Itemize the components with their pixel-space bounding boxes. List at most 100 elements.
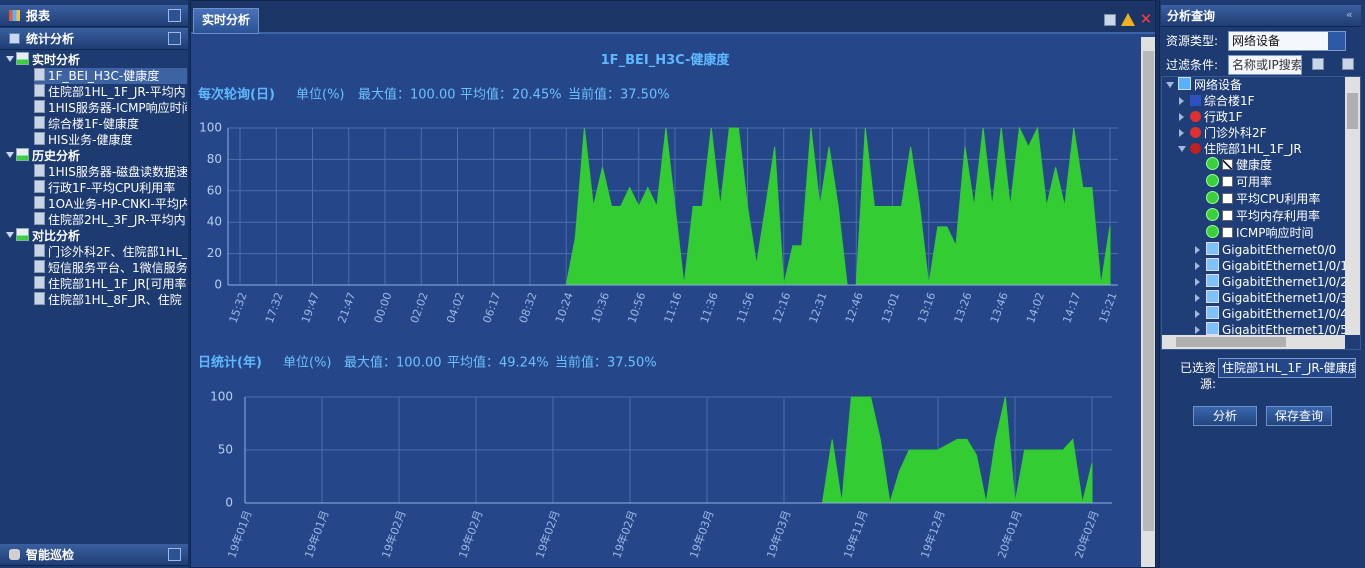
- metric-node[interactable]: ICMP响应时间: [1206, 225, 1346, 241]
- tree-toggle[interactable]: [1195, 262, 1200, 270]
- stats-icon: [9, 33, 20, 44]
- tab[interactable]: 实时分析: [193, 8, 259, 34]
- metric-node[interactable]: 可用率: [1206, 174, 1346, 190]
- collapse-button[interactable]: «: [1346, 8, 1353, 21]
- search-icon[interactable]: [1312, 58, 1324, 70]
- tree-item[interactable]: 行政1F-平均CPU利用率: [34, 180, 187, 196]
- tree-toggle[interactable]: [1195, 310, 1200, 318]
- tree-toggle[interactable]: [6, 56, 14, 62]
- export-icon[interactable]: [1104, 14, 1116, 26]
- stat: 平均值：20.45%: [460, 87, 562, 103]
- item-icon: [34, 180, 45, 193]
- save-query-button[interactable]: 保存查询: [1266, 406, 1332, 426]
- tree-item[interactable]: 综合楼1F-健康度: [34, 116, 187, 132]
- tree-toggle[interactable]: [1195, 294, 1200, 302]
- select-arrow[interactable]: [1328, 32, 1345, 50]
- scroll-thumb[interactable]: [1143, 51, 1154, 531]
- tree-toggle[interactable]: [6, 232, 14, 238]
- inspection-title: 智能巡检: [26, 548, 75, 562]
- report-tree: 实时分析 1F_BEI_H3C-健康度 住院部1HL_1F_JR-平均内 1HIS服务…: [0, 50, 188, 540]
- x-tick-label: 06:17: [480, 291, 503, 325]
- x-tick-label: 10:36: [589, 291, 612, 325]
- x-tick-label: 19年01月: [224, 508, 254, 560]
- filter-input[interactable]: 名称或IP搜索: [1228, 55, 1302, 75]
- tree-toggle[interactable]: [1178, 146, 1186, 152]
- checkbox: [1222, 210, 1233, 221]
- tree-group[interactable]: 历史分析: [16, 148, 186, 164]
- node-icon: [1206, 258, 1219, 271]
- tree-item[interactable]: 1F_BEI_H3C-健康度: [34, 68, 187, 84]
- tree-group[interactable]: 实时分析: [16, 52, 186, 68]
- resource-type-select[interactable]: 网络设备: [1228, 31, 1346, 51]
- group-icon: [16, 52, 29, 65]
- selected-resource: 住院部1HL_1F_JR-健康度: [1218, 358, 1356, 378]
- tree-item[interactable]: 住院部1HL_1F_JR[可用率: [34, 276, 187, 292]
- node-icon: [1190, 95, 1201, 106]
- tree-toggle[interactable]: [1166, 82, 1174, 88]
- x-tick-label: 21:47: [335, 291, 358, 325]
- tree-node[interactable]: GigabitEthernet0/0: [1206, 242, 1346, 258]
- item-label: 1HIS服务器-ICMP响应时间: [48, 101, 187, 115]
- item-icon: [34, 116, 45, 129]
- tree-item[interactable]: 短信服务平台、1微信服务: [34, 260, 187, 276]
- tree-toggle[interactable]: [1195, 326, 1200, 334]
- status-icon: [1206, 174, 1219, 187]
- metric-node[interactable]: 平均内存利用率: [1206, 208, 1346, 224]
- tree-item[interactable]: 住院部2HL_3F_JR-平均内: [34, 212, 187, 228]
- collapse-button[interactable]: [168, 32, 181, 45]
- expand-button[interactable]: [168, 548, 181, 561]
- report-header[interactable]: 报表: [0, 5, 188, 27]
- tree-vscroll[interactable]: [1345, 77, 1360, 335]
- tree-group[interactable]: 对比分析: [16, 228, 186, 244]
- metric-label: 可用率: [1236, 175, 1273, 189]
- tree-toggle[interactable]: [1179, 97, 1184, 105]
- tree-toggle[interactable]: [1179, 129, 1184, 137]
- tree-node[interactable]: 网络设备: [1178, 77, 1346, 93]
- tree-item[interactable]: 1HIS服务器-ICMP响应时间: [34, 100, 187, 116]
- tree-node[interactable]: 住院部1HL_1F_JR: [1190, 141, 1346, 157]
- inspection-header[interactable]: 智能巡检: [0, 544, 188, 566]
- series-title: 日统计(年): [198, 355, 262, 371]
- list-icon[interactable]: [1342, 58, 1354, 70]
- tree-item[interactable]: 1OA业务-HP-CNKI-平均内: [34, 196, 187, 212]
- tree-hscroll-thumb[interactable]: [1176, 337, 1286, 347]
- tree-item[interactable]: HIS业务-健康度: [34, 132, 187, 148]
- metric-node[interactable]: 平均CPU利用率: [1206, 191, 1346, 207]
- tree-toggle[interactable]: [1195, 246, 1200, 254]
- node-label: 综合楼1F: [1204, 94, 1255, 108]
- tree-item[interactable]: 住院部1HL_1F_JR-平均内: [34, 84, 187, 100]
- close-icon[interactable]: ✕: [1139, 11, 1153, 27]
- y-tick-label: 100: [199, 121, 222, 135]
- y-tick-label: 40: [207, 215, 222, 229]
- x-tick-label: 02:02: [408, 291, 431, 325]
- tree-node[interactable]: GigabitEthernet1/0/2: [1206, 274, 1346, 290]
- tree-vscroll-thumb[interactable]: [1347, 93, 1358, 129]
- tree-node[interactable]: 综合楼1F: [1190, 93, 1346, 109]
- item-label: 短信服务平台、1微信服务: [48, 261, 187, 275]
- tree-node[interactable]: GigabitEthernet1/0/3: [1206, 290, 1346, 306]
- tree-node[interactable]: 行政1F: [1190, 109, 1346, 125]
- item-label: 住院部1HL_1F_JR-平均内: [48, 85, 186, 99]
- x-tick-label: 15:21: [1097, 291, 1120, 325]
- tree-node[interactable]: GigabitEthernet1/0/4: [1206, 306, 1346, 322]
- analyze-button[interactable]: 分析: [1193, 406, 1257, 426]
- alert-icon[interactable]: [1121, 13, 1135, 26]
- tree-toggle[interactable]: [6, 152, 14, 158]
- tree-node[interactable]: GigabitEthernet1/0/1: [1206, 258, 1346, 274]
- y-tick-label: 20: [207, 246, 222, 260]
- tree-node[interactable]: GigabitEthernet1/0/5: [1206, 322, 1346, 338]
- metric-node[interactable]: 健康度: [1206, 157, 1346, 173]
- stats-header[interactable]: 统计分析: [0, 28, 188, 50]
- tree-node[interactable]: 门诊外科2F: [1190, 125, 1346, 141]
- tree-toggle[interactable]: [1179, 113, 1184, 121]
- node-icon: [1190, 111, 1201, 122]
- x-tick-label: 04:02: [444, 291, 467, 325]
- expand-button[interactable]: [168, 9, 181, 22]
- tree-item[interactable]: 1HIS服务器-磁盘读数据速: [34, 164, 187, 180]
- group-title: 对比分析: [32, 229, 81, 243]
- x-tick-label: 19年12月: [917, 508, 947, 560]
- tree-item[interactable]: 门诊外科2F、住院部1HL_: [34, 244, 187, 260]
- tree-item[interactable]: 住院部1HL_8F_JR、住院: [34, 292, 187, 308]
- left-panel: 报表 统计分析 实时分析 1F_BEI_H3C-健康度 住院部1HL_1F_JR-平…: [0, 0, 188, 568]
- tree-toggle[interactable]: [1195, 278, 1200, 286]
